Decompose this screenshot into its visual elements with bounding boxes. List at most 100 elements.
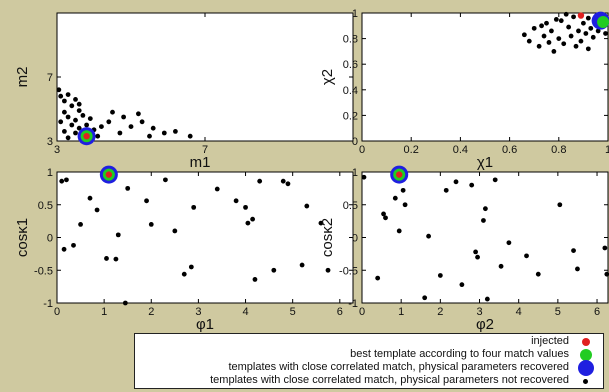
legend-label-not-recovered: templates with close correlated match, p… (210, 374, 569, 386)
y-tick-label: 1 (352, 8, 358, 20)
point-not-recovered (233, 198, 239, 204)
chart-phi2cosk2: 0 1 2 3 4 5 6 -1 -0.5 0 0.5 1 φ2 cosκ2 (319, 165, 609, 333)
point-not-recovered (73, 117, 78, 123)
x-tick-label: 4 (516, 306, 522, 318)
point-not-recovered (99, 124, 104, 129)
y-tick-label: 0.5 (38, 200, 53, 212)
plot-area (56, 12, 354, 142)
y-tick-label: -0.5 (34, 265, 53, 277)
x-tick-label: 4 (242, 306, 248, 318)
point-not-recovered (383, 215, 388, 221)
point-not-recovered (481, 218, 486, 223)
y-axis-label: m2 (14, 67, 31, 88)
y-axis-label: χ2 (319, 69, 336, 85)
point-not-recovered (578, 38, 584, 44)
point-not-recovered (422, 295, 428, 301)
point-not-recovered (121, 114, 126, 120)
point-not-recovered (76, 125, 82, 131)
point-not-recovered (252, 277, 258, 282)
point-not-recovered (76, 101, 82, 107)
point-not-recovered (69, 122, 75, 128)
point-not-recovered (139, 119, 145, 125)
point-not-recovered (245, 220, 251, 226)
point-not-recovered (172, 228, 178, 234)
point-not-recovered (426, 233, 431, 239)
point-not-recovered (375, 275, 381, 281)
point-not-recovered (62, 98, 67, 104)
legend-marker-recovered (578, 360, 594, 376)
point-not-recovered (73, 130, 78, 136)
point-not-recovered (285, 181, 291, 187)
y-tick-label: -1 (348, 298, 358, 310)
point-not-recovered (80, 113, 86, 118)
point-injected (105, 171, 113, 178)
point-not-recovered (214, 186, 220, 192)
point-not-recovered (147, 133, 152, 139)
point-not-recovered (568, 33, 574, 39)
point-not-recovered (148, 222, 154, 227)
x-tick-label: 5 (290, 306, 296, 318)
point-not-recovered (58, 93, 64, 99)
legend-marker-not-recovered (583, 379, 588, 384)
point-not-recovered (144, 198, 149, 204)
point-not-recovered (492, 177, 498, 183)
point-not-recovered (541, 33, 547, 39)
chart-phi1cosk1: 0 1 2 3 4 5 6 -1 -0.5 0 0.5 1 φ1 cosκ1 (14, 165, 354, 333)
point-not-recovered (94, 207, 100, 213)
point-not-recovered (128, 124, 134, 129)
point-not-recovered (544, 20, 549, 26)
x-tick-label: 3 (476, 306, 482, 318)
point-not-recovered (437, 273, 443, 278)
legend-label-best: best template according to four match va… (350, 348, 569, 360)
x-tick-label: 6 (594, 306, 600, 318)
x-tick-label: 0.4 (453, 144, 468, 156)
point-not-recovered (400, 187, 406, 193)
point-not-recovered (78, 222, 83, 227)
point-not-recovered (585, 46, 591, 52)
point-not-recovered (453, 179, 459, 185)
point-not-recovered (583, 31, 589, 36)
point-not-recovered (396, 228, 402, 234)
plot-area (361, 12, 609, 142)
point-not-recovered (475, 254, 480, 260)
x-axis-label: χ1 (477, 154, 493, 171)
point-not-recovered (73, 97, 78, 102)
y-tick-label: -0.5 (339, 265, 358, 277)
point-not-recovered (113, 256, 119, 262)
point-not-recovered (250, 216, 256, 222)
x-tick-label: 0.8 (551, 144, 566, 156)
chart-chi1chi2: 0 0.2 0.4 0.6 0.8 1 0 0.2 0.4 0.6 0.8 1 χ1 χ2 (319, 8, 609, 171)
point-not-recovered (181, 271, 187, 277)
point-not-recovered (62, 109, 67, 115)
point-not-recovered (136, 111, 141, 117)
point-not-recovered (117, 130, 123, 136)
point-not-recovered (87, 116, 93, 121)
x-tick-label: 6 (337, 306, 343, 318)
point-not-recovered (104, 256, 109, 261)
point-not-recovered (498, 263, 504, 269)
x-tick-label: 1 (101, 306, 107, 318)
point-not-recovered (459, 282, 465, 288)
point-not-recovered (563, 11, 569, 17)
point-not-recovered (575, 266, 580, 272)
point-not-recovered (71, 242, 76, 248)
point-not-recovered (524, 253, 529, 259)
x-tick-label: 5 (555, 306, 561, 318)
legend-label-recovered: templates with close correlated match, p… (228, 361, 569, 373)
point-not-recovered (59, 178, 65, 184)
point-not-recovered (84, 122, 89, 128)
point-not-recovered (62, 129, 67, 134)
point-not-recovered (381, 211, 386, 217)
y-tick-label: 0.5 (343, 200, 358, 212)
point-not-recovered (561, 41, 567, 47)
point-not-recovered (539, 23, 544, 29)
point-not-recovered (173, 129, 178, 134)
y-axis-label: cosκ2 (319, 218, 336, 257)
x-tick-label: 0.2 (404, 144, 419, 156)
point-not-recovered (106, 119, 112, 125)
plot-area (361, 171, 609, 304)
point-not-recovered (110, 109, 115, 115)
point-not-recovered (318, 220, 324, 226)
point-not-recovered (590, 34, 596, 40)
